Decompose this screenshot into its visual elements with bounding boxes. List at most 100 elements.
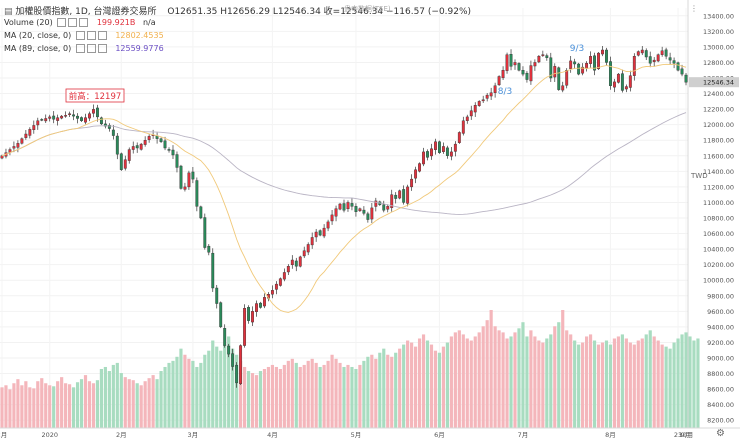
candle[interactable] <box>676 61 680 72</box>
candle[interactable] <box>239 344 243 385</box>
candle[interactable] <box>76 113 79 124</box>
candle[interactable] <box>28 127 32 139</box>
candle[interactable] <box>139 142 143 151</box>
candle[interactable] <box>434 138 437 155</box>
candle[interactable] <box>545 53 549 61</box>
candle[interactable] <box>310 232 314 249</box>
candle[interactable] <box>346 200 350 212</box>
candle[interactable] <box>8 147 12 156</box>
candle[interactable] <box>322 224 326 239</box>
candle[interactable] <box>207 244 211 256</box>
candle[interactable] <box>684 72 688 86</box>
candle[interactable] <box>569 55 573 73</box>
candle[interactable] <box>330 209 334 225</box>
candle[interactable] <box>12 141 16 153</box>
candle[interactable] <box>270 285 274 299</box>
candle[interactable] <box>131 141 135 154</box>
candle[interactable] <box>231 348 235 371</box>
candle[interactable] <box>457 131 461 144</box>
candle[interactable] <box>537 55 541 64</box>
candle[interactable] <box>211 248 215 292</box>
candle[interactable] <box>469 105 473 120</box>
candle[interactable] <box>123 155 127 171</box>
candle[interactable] <box>485 93 489 102</box>
previous-high-callout[interactable]: 前高：12197 <box>65 88 125 103</box>
candle[interactable] <box>183 182 187 192</box>
eye-icon[interactable] <box>57 18 67 27</box>
gear-icon[interactable]: ⚙ <box>716 428 725 439</box>
candle[interactable] <box>40 118 44 122</box>
candle[interactable] <box>147 134 151 143</box>
candle[interactable] <box>533 59 537 71</box>
candle[interactable] <box>501 66 505 80</box>
candle[interactable] <box>342 199 346 213</box>
candle[interactable] <box>111 125 115 140</box>
candle[interactable] <box>589 51 592 68</box>
settings-icon[interactable] <box>68 18 78 27</box>
candle[interactable] <box>16 140 20 153</box>
candle[interactable] <box>251 306 254 327</box>
candle[interactable] <box>549 52 553 82</box>
candle[interactable] <box>374 197 378 212</box>
candle[interactable] <box>410 174 414 191</box>
candle[interactable] <box>44 114 48 124</box>
candle[interactable] <box>247 305 250 324</box>
candle[interactable] <box>167 147 171 153</box>
candle[interactable] <box>672 57 676 69</box>
candle[interactable] <box>426 149 429 161</box>
candle[interactable] <box>68 111 72 117</box>
candle[interactable] <box>96 104 99 122</box>
candle[interactable] <box>656 53 660 63</box>
candle[interactable] <box>64 111 68 118</box>
candle[interactable] <box>175 151 179 173</box>
candle[interactable] <box>402 185 406 205</box>
candle[interactable] <box>119 152 123 171</box>
candle[interactable] <box>652 57 656 67</box>
candle[interactable] <box>438 140 441 154</box>
candle[interactable] <box>612 78 616 93</box>
candle[interactable] <box>263 293 266 309</box>
collapse-icon[interactable]: ▤ <box>4 7 13 17</box>
candle[interactable] <box>52 111 56 124</box>
candle[interactable] <box>449 146 453 161</box>
candle[interactable] <box>664 47 668 60</box>
candle[interactable] <box>473 102 477 117</box>
candle[interactable] <box>155 132 159 144</box>
candle[interactable] <box>326 219 330 232</box>
candle[interactable] <box>92 104 95 118</box>
eye-icon[interactable] <box>75 31 85 40</box>
candle[interactable] <box>628 70 632 92</box>
candle[interactable] <box>215 284 219 309</box>
candle[interactable] <box>48 114 52 122</box>
candle[interactable] <box>477 100 481 107</box>
candle[interactable] <box>294 257 298 272</box>
candle[interactable] <box>573 58 577 69</box>
candle[interactable] <box>493 82 497 98</box>
candle[interactable] <box>255 300 258 317</box>
candle[interactable] <box>620 69 624 93</box>
candle[interactable] <box>668 52 672 65</box>
candle[interactable] <box>640 46 644 56</box>
candle[interactable] <box>259 301 262 309</box>
candle[interactable] <box>103 119 107 129</box>
candle[interactable] <box>298 255 302 268</box>
candle[interactable] <box>561 81 565 93</box>
candle[interactable] <box>513 59 517 70</box>
candle[interactable] <box>306 242 310 256</box>
candle[interactable] <box>461 116 465 136</box>
candle[interactable] <box>84 113 87 125</box>
candle[interactable] <box>430 143 433 160</box>
candle[interactable] <box>227 343 231 358</box>
settings-icon[interactable] <box>86 44 96 53</box>
candle[interactable] <box>278 277 282 287</box>
candle[interactable] <box>366 211 370 223</box>
candle[interactable] <box>88 111 91 122</box>
candle[interactable] <box>243 304 247 348</box>
candle[interactable] <box>115 132 119 160</box>
candle[interactable] <box>314 228 318 242</box>
candle[interactable] <box>593 52 596 76</box>
candle[interactable] <box>644 48 648 61</box>
candle[interactable] <box>36 117 40 130</box>
close-icon[interactable] <box>97 31 107 40</box>
candle[interactable] <box>386 204 390 213</box>
